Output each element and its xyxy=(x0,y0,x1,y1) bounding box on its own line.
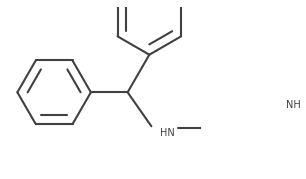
Text: NH: NH xyxy=(286,100,300,110)
Text: HN: HN xyxy=(160,128,175,138)
